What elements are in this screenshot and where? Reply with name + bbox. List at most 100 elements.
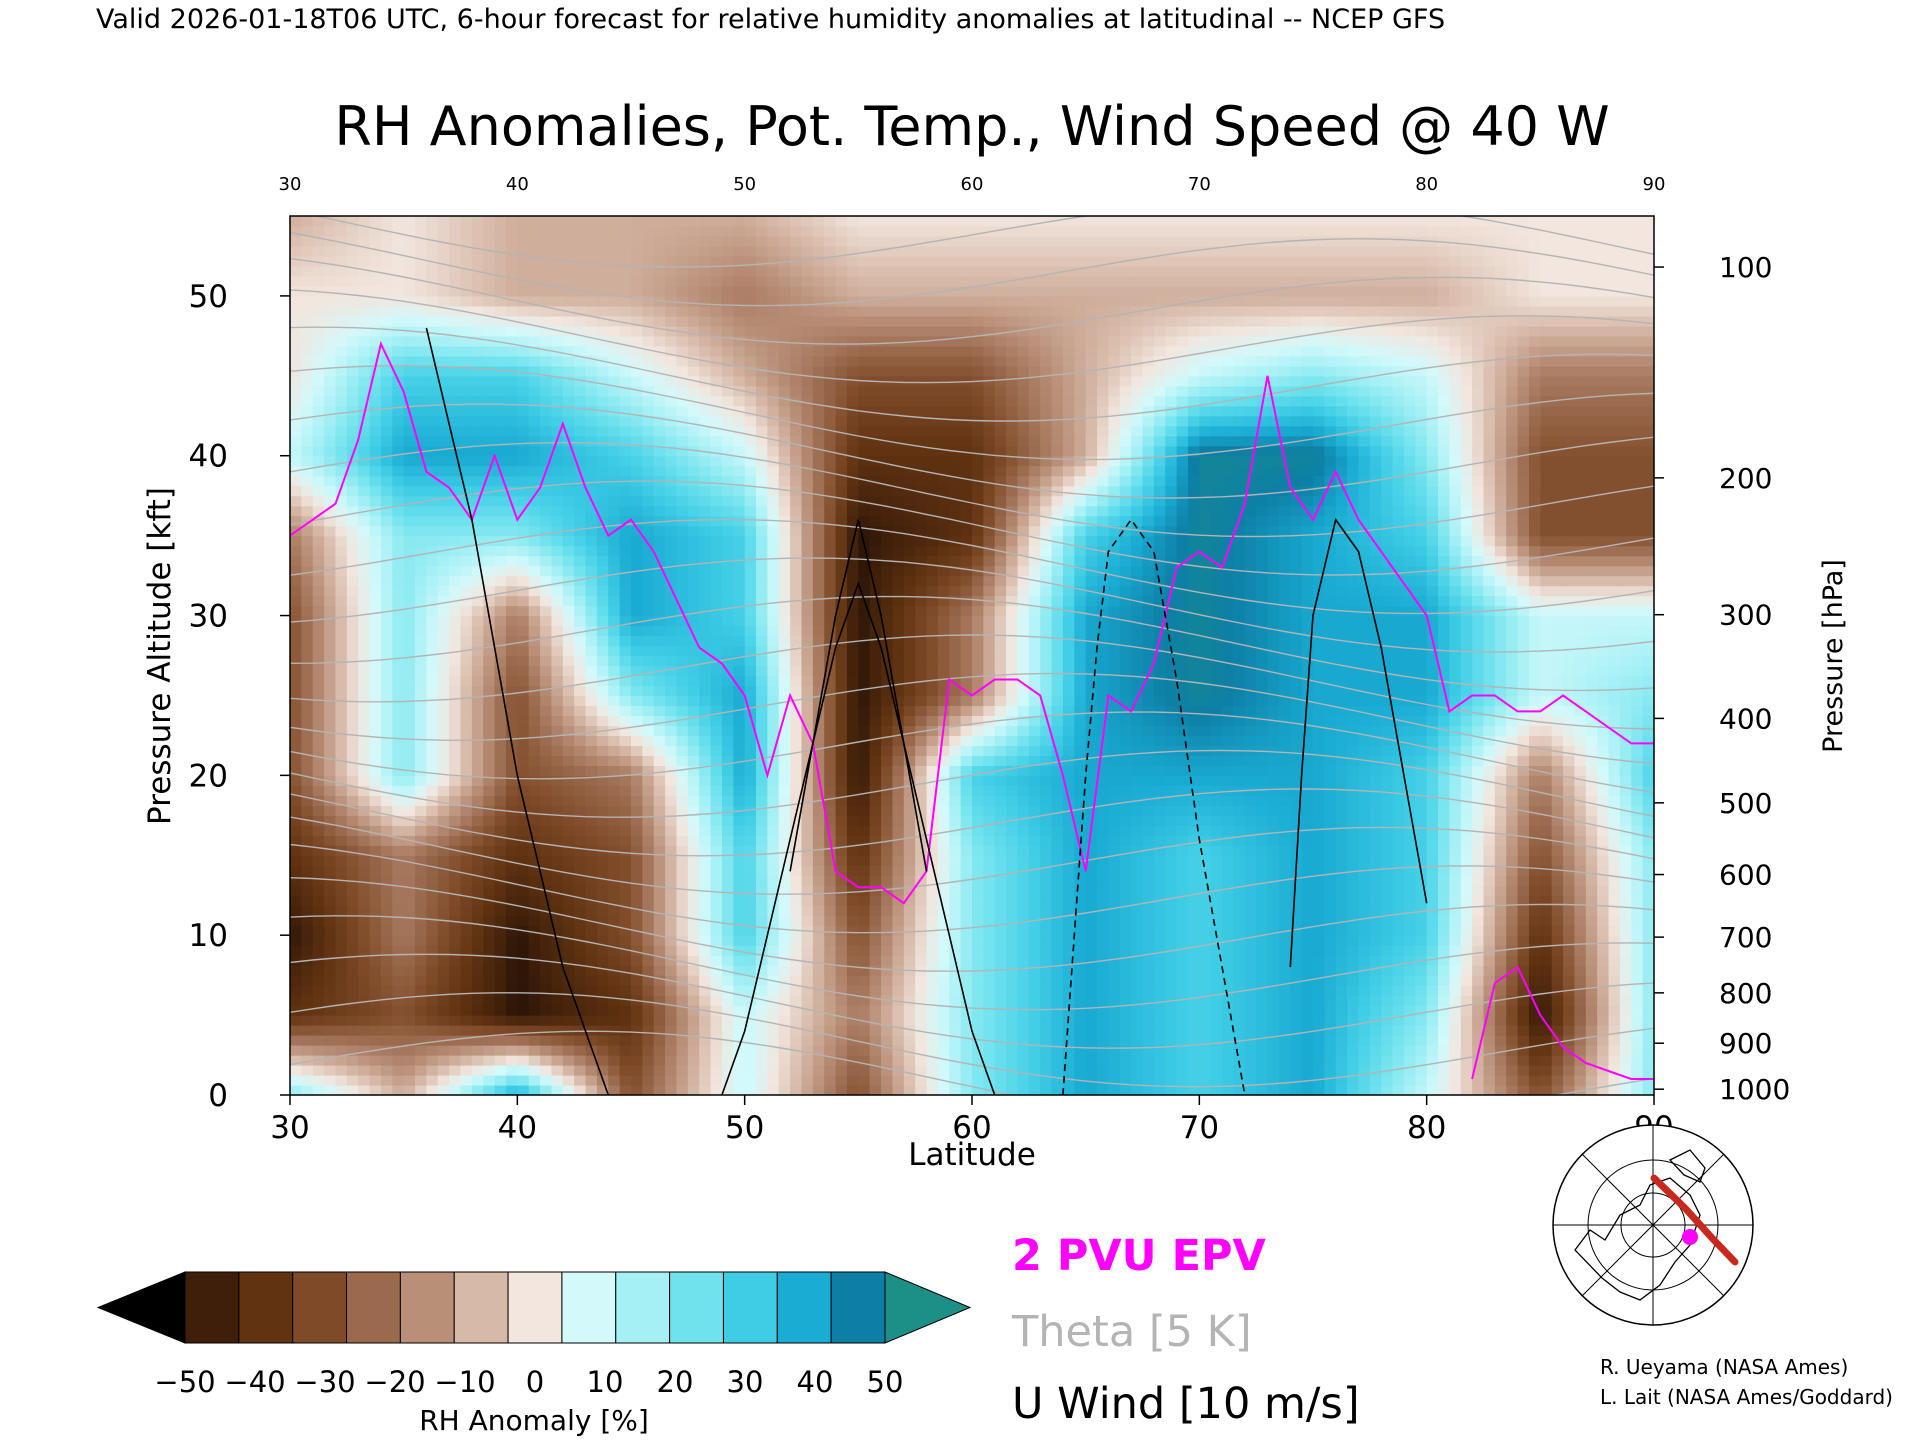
rh-cell (517, 755, 530, 766)
rh-cell (574, 455, 587, 467)
rh-cell (517, 405, 530, 417)
rh-cell (699, 985, 712, 996)
rh-cell (881, 265, 894, 277)
rh-cell (528, 335, 541, 347)
rh-cell (631, 895, 643, 906)
rh-cell (835, 755, 848, 766)
rh-cell (301, 1055, 314, 1066)
rh-cell (403, 825, 416, 836)
rh-cell (733, 365, 746, 377)
rh-cell (699, 905, 712, 916)
rh-cell (346, 385, 359, 397)
rh-cell (324, 1025, 337, 1036)
rh-cell (778, 1075, 791, 1086)
rh-cell (835, 775, 848, 786)
rh-cell (301, 635, 314, 647)
rh-cell (426, 415, 439, 427)
rh-cell (653, 225, 666, 237)
rh-cell (460, 585, 473, 597)
rh-cell (574, 395, 587, 407)
rh-cell (346, 815, 359, 826)
rh-cell (449, 415, 462, 427)
rh-cell (562, 775, 575, 786)
rh-cell (744, 335, 757, 347)
rh-cell (460, 455, 473, 467)
rh-cell (426, 765, 439, 776)
rh-cell (835, 275, 848, 287)
rh-cell (608, 785, 621, 796)
rh-cell (301, 995, 314, 1006)
rh-cell (926, 475, 939, 487)
rh-cell (551, 915, 564, 926)
rh-cell (290, 875, 302, 886)
rh-cell (903, 495, 916, 507)
rh-cell (858, 555, 871, 567)
rh-cell (869, 755, 882, 766)
rh-cell (426, 375, 439, 387)
rh-cell (392, 1045, 405, 1056)
rh-cell (665, 795, 678, 806)
rh-cell (846, 765, 859, 776)
rh-cell (290, 325, 302, 337)
rh-cell (903, 305, 916, 317)
rh-cell (574, 865, 587, 876)
rh-cell (835, 395, 848, 407)
rh-cell (858, 265, 871, 277)
rh-cell (449, 475, 462, 487)
rh-cell (346, 855, 359, 866)
rh-cell (653, 585, 666, 597)
rh-cell (562, 565, 575, 577)
rh-cell (710, 1015, 723, 1026)
rh-cell (801, 475, 814, 487)
rh-cell (437, 515, 450, 527)
rh-cell (494, 435, 507, 447)
rh-cell (392, 645, 405, 657)
rh-cell (437, 725, 450, 737)
rh-cell (687, 235, 700, 247)
rh-cell (824, 805, 837, 816)
rh-cell (824, 715, 837, 727)
rh-cell (767, 715, 780, 727)
rh-cell (835, 785, 848, 796)
rh-cell (801, 505, 814, 517)
rh-cell (892, 755, 905, 766)
rh-cell (562, 815, 575, 826)
rh-cell (426, 525, 439, 537)
rh-cell (540, 235, 553, 247)
rh-cell (812, 645, 825, 657)
rh-cell (358, 1015, 371, 1026)
rh-cell (824, 545, 837, 557)
rh-cell (812, 455, 825, 467)
rh-cell (562, 1045, 575, 1056)
rh-cell (881, 895, 894, 906)
rh-cell (756, 575, 768, 587)
rh-cell (778, 1025, 791, 1036)
rh-cell (596, 735, 609, 746)
rh-cell (756, 1085, 768, 1095)
rh-cell (619, 675, 632, 687)
rh-cell (801, 455, 814, 467)
rh-cell (767, 995, 780, 1006)
rh-cell (619, 285, 632, 297)
rh-cell (699, 635, 712, 647)
rh-cell (312, 645, 325, 657)
rh-cell (358, 355, 371, 367)
rh-cell (312, 755, 325, 766)
rh-cell (551, 925, 564, 936)
rh-cell (505, 305, 518, 317)
rh-cell (494, 665, 507, 677)
rh-cell (676, 945, 689, 956)
rh-cell (494, 525, 507, 537)
rh-cell (346, 935, 359, 946)
rh-cell (483, 435, 496, 447)
rh-cell (403, 1025, 416, 1036)
rh-cell (801, 895, 814, 906)
rh-cell (346, 665, 359, 677)
rh-cell (437, 345, 450, 357)
rh-cell (926, 905, 939, 916)
rh-cell (574, 315, 587, 327)
rh-cell (517, 575, 530, 587)
rh-cell (437, 655, 450, 667)
rh-cell (733, 385, 746, 397)
rh-cell (471, 695, 484, 707)
